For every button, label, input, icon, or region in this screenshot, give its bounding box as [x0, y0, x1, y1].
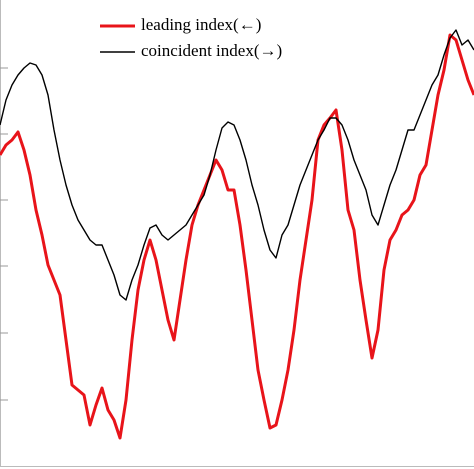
legend-label: leading index(←)	[141, 15, 261, 34]
legend-label: coincident index(→)	[141, 41, 282, 60]
series-line	[0, 29, 474, 301]
series-line	[0, 33, 474, 440]
